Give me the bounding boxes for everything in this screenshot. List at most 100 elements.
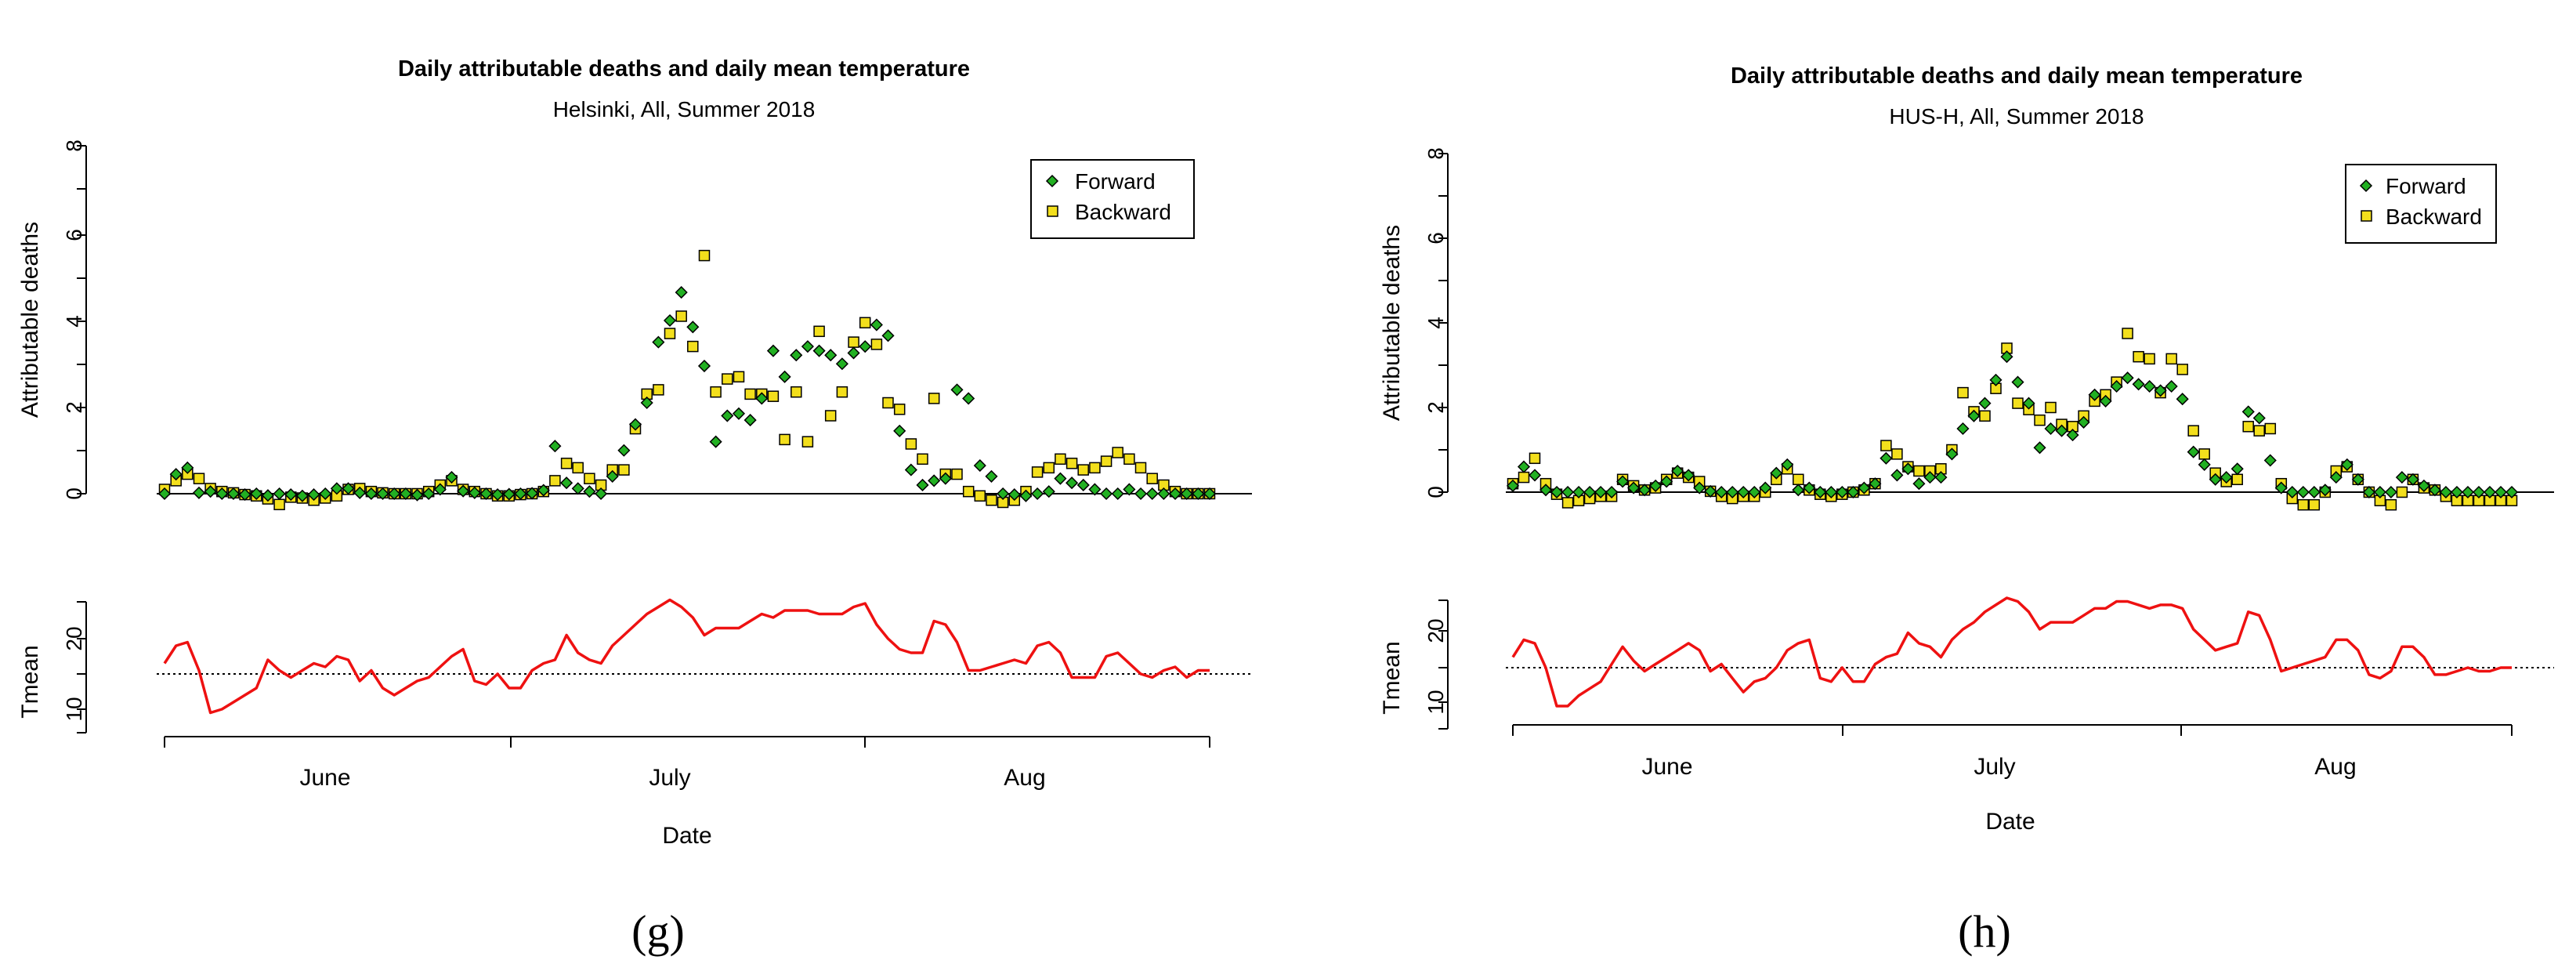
forward-point xyxy=(1054,472,1067,485)
forward-point xyxy=(284,488,298,502)
y-tick-label: 0 xyxy=(62,487,86,500)
forward-point xyxy=(1627,481,1641,494)
forward-point xyxy=(2307,485,2321,499)
forward-point xyxy=(295,489,309,502)
backward-point xyxy=(917,453,928,465)
scatter-points xyxy=(157,249,1217,511)
forward-point xyxy=(1737,485,1750,499)
backward-point xyxy=(2165,353,2177,365)
forward-point xyxy=(1858,481,1871,494)
month-label: July xyxy=(1974,754,2015,780)
forward-point xyxy=(2285,485,2299,499)
forward-point xyxy=(1836,485,1849,499)
forward-point xyxy=(824,349,838,362)
backward-point xyxy=(848,336,859,348)
forward-point xyxy=(594,487,608,501)
forward-point xyxy=(2209,473,2222,486)
backward-point xyxy=(2133,350,2144,363)
tmean-line xyxy=(163,598,1210,715)
forward-point xyxy=(250,487,263,501)
forward-point xyxy=(157,487,172,501)
forward-point xyxy=(1660,475,1673,488)
forward-point xyxy=(388,487,401,501)
forward-point xyxy=(1704,484,1717,498)
backward-point xyxy=(572,462,584,474)
forward-point xyxy=(1076,478,1090,492)
forward-point xyxy=(457,484,470,498)
forward-point xyxy=(766,344,780,357)
backward-point xyxy=(974,490,986,502)
forward-point xyxy=(755,392,769,405)
backward-point xyxy=(2034,414,2046,426)
y-axis-label-bottom: Tmean xyxy=(1379,641,1405,714)
forward-point xyxy=(675,286,688,299)
legend-backward-label: Backward xyxy=(2386,205,2482,229)
backward-point xyxy=(1793,473,1804,486)
forward-point xyxy=(1594,485,1608,499)
forward-point xyxy=(169,468,183,481)
forward-point xyxy=(1192,487,1205,501)
backward-point xyxy=(2187,425,2199,436)
forward-point xyxy=(2230,462,2244,476)
forward-point xyxy=(422,487,436,501)
y-tick-label: 4 xyxy=(1424,317,1448,329)
month-label: June xyxy=(299,765,350,791)
forward-point xyxy=(997,487,1010,501)
forward-point xyxy=(709,435,722,448)
forward-point xyxy=(962,392,975,405)
forward-point xyxy=(1180,487,1193,501)
forward-point xyxy=(399,487,412,501)
forward-point xyxy=(502,487,516,501)
forward-point xyxy=(812,344,826,357)
month-label: Aug xyxy=(1004,765,1045,791)
y-axis-label-bottom: Tmean xyxy=(17,645,43,718)
backward-point xyxy=(560,458,573,469)
forward-point xyxy=(1671,464,1684,478)
forward-point xyxy=(2373,485,2386,499)
x-axis-label: Date xyxy=(1985,809,2035,835)
forward-point xyxy=(663,313,677,328)
forward-point xyxy=(307,488,320,502)
month-label: Aug xyxy=(2314,754,2356,780)
backward-point xyxy=(870,339,883,350)
backward-point xyxy=(1561,497,1574,509)
forward-point xyxy=(1145,487,1159,501)
backward-point xyxy=(779,433,791,446)
forward-point xyxy=(732,407,746,420)
backward-point xyxy=(2045,401,2057,414)
legend-forward-label: Forward xyxy=(2386,174,2466,198)
backward-point xyxy=(1077,464,1089,476)
tmean-line xyxy=(1511,596,2512,708)
backward-point xyxy=(1146,473,1158,484)
forward-point xyxy=(1890,469,1904,482)
backward-point xyxy=(2264,422,2277,435)
forward-point xyxy=(1031,487,1044,501)
backward-point xyxy=(193,473,205,484)
forward-point xyxy=(433,483,447,496)
forward-point xyxy=(2340,458,2353,471)
forward-point xyxy=(1065,476,1079,490)
forward-point xyxy=(181,461,194,474)
backward-point xyxy=(951,468,963,480)
backward-point xyxy=(905,438,917,450)
forward-point xyxy=(778,370,791,383)
backward-point xyxy=(882,397,894,409)
backward-point xyxy=(549,475,561,487)
forward-point xyxy=(1550,485,1564,499)
forward-point xyxy=(2066,429,2079,442)
forward-point xyxy=(686,321,700,334)
forward-point xyxy=(617,444,631,457)
forward-point xyxy=(2198,458,2211,471)
forward-point xyxy=(2384,485,2397,499)
forward-point xyxy=(1814,485,1827,499)
forward-point xyxy=(1726,485,1739,499)
forward-point xyxy=(192,486,206,499)
backward-point xyxy=(1891,448,1903,460)
legend-forward-marker xyxy=(1045,174,1059,188)
backward-point xyxy=(1979,410,1991,422)
y-tick-label: 20 xyxy=(62,626,86,650)
forward-point xyxy=(1616,475,1630,488)
forward-point xyxy=(1847,485,1860,499)
forward-point xyxy=(2220,471,2233,484)
